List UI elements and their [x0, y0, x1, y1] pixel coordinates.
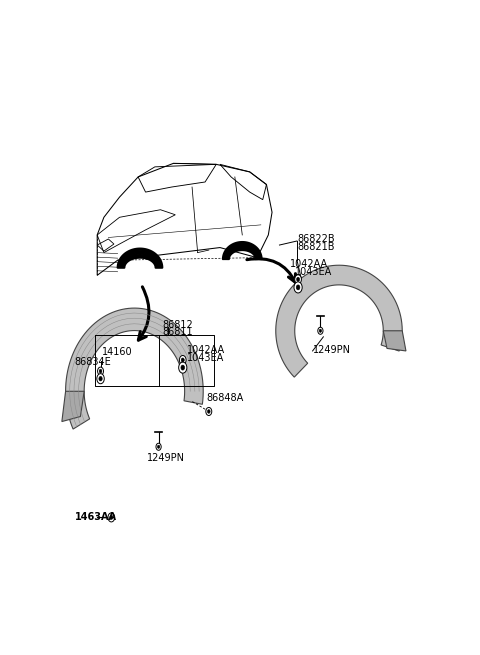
Circle shape	[110, 515, 113, 519]
Circle shape	[181, 365, 185, 370]
Text: 1042AA: 1042AA	[290, 259, 328, 269]
Polygon shape	[62, 391, 84, 422]
Circle shape	[179, 362, 187, 373]
Circle shape	[97, 367, 104, 375]
Circle shape	[294, 282, 302, 293]
Circle shape	[297, 277, 300, 282]
Text: 1042AA: 1042AA	[186, 345, 225, 355]
Text: 1249PN: 1249PN	[147, 453, 185, 463]
Polygon shape	[383, 331, 406, 351]
Circle shape	[99, 369, 102, 373]
Circle shape	[295, 275, 301, 284]
Circle shape	[97, 373, 104, 384]
Text: 86812: 86812	[162, 320, 193, 329]
Text: 14160: 14160	[102, 347, 132, 357]
Circle shape	[180, 356, 186, 365]
Text: 1043EA: 1043EA	[186, 352, 224, 362]
Circle shape	[108, 513, 115, 522]
Text: 86821B: 86821B	[297, 242, 335, 252]
Text: 1463AA: 1463AA	[75, 512, 117, 523]
Polygon shape	[276, 265, 402, 377]
Text: 1043EA: 1043EA	[295, 267, 332, 277]
Text: 86811: 86811	[162, 328, 193, 337]
Circle shape	[157, 445, 160, 449]
Text: 1249PN: 1249PN	[313, 345, 351, 355]
Circle shape	[99, 377, 102, 381]
Circle shape	[319, 329, 322, 332]
Circle shape	[318, 328, 323, 334]
Circle shape	[206, 407, 212, 415]
Text: 86848A: 86848A	[206, 393, 243, 403]
Circle shape	[207, 409, 210, 413]
Text: 86822B: 86822B	[297, 234, 335, 244]
Circle shape	[181, 358, 184, 362]
Polygon shape	[66, 308, 203, 429]
Text: 86834E: 86834E	[74, 357, 111, 367]
Circle shape	[296, 285, 300, 290]
Circle shape	[156, 443, 161, 450]
